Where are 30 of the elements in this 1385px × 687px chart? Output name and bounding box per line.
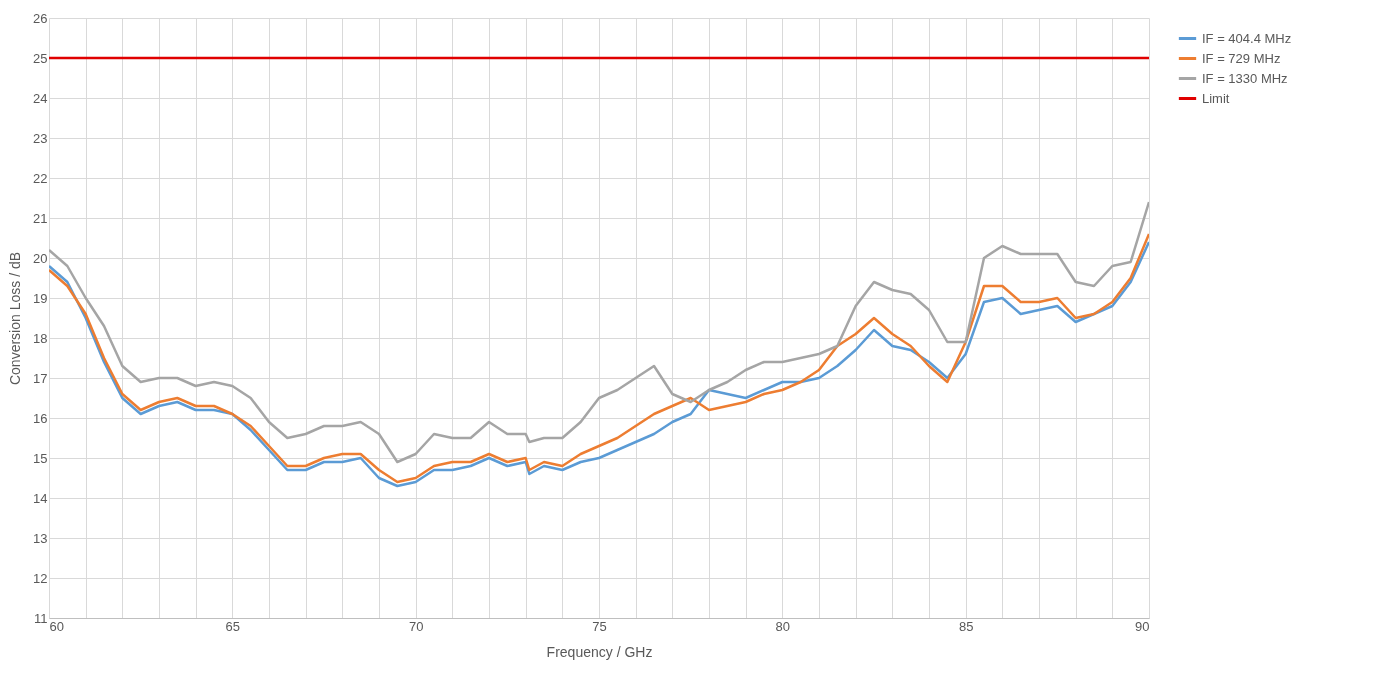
line-series bbox=[49, 200, 1149, 464]
x-tick-label: 85 bbox=[958, 618, 974, 634]
x-axis-title: Frequency / GHz bbox=[546, 643, 653, 660]
y-tick-label: 14 bbox=[33, 490, 48, 506]
y-tick-label: 22 bbox=[33, 170, 48, 186]
y-tick-label: 11 bbox=[34, 610, 48, 626]
x-tick-label: 90 bbox=[1135, 618, 1150, 634]
y-tick-label: 12 bbox=[33, 570, 48, 586]
y-axis-title: Conversion Loss / dB bbox=[7, 251, 24, 386]
y-tick-label: 26 bbox=[33, 10, 48, 26]
legend-label: IF = 404.4 MHz bbox=[1202, 30, 1292, 46]
y-tick-label: 20 bbox=[33, 250, 48, 266]
legend-label: IF = 1330 MHz bbox=[1202, 70, 1288, 86]
y-tick-label: 24 bbox=[33, 90, 48, 106]
y-tick-label: 18 bbox=[33, 330, 48, 346]
y-tick-label: 19 bbox=[33, 290, 48, 306]
x-tick-label: 75 bbox=[592, 618, 607, 634]
y-tick-label: 16 bbox=[33, 410, 48, 426]
y-tick-label: 13 bbox=[33, 530, 48, 546]
y-tick-label: 21 bbox=[33, 210, 48, 226]
y-tick-label: 15 bbox=[33, 450, 48, 466]
y-tick-label: 17 bbox=[33, 370, 48, 386]
legend-label: IF = 729 MHz bbox=[1202, 50, 1281, 66]
x-tick-label: 70 bbox=[408, 618, 424, 634]
y-tick-label: 25 bbox=[33, 50, 48, 66]
x-tick-label: 60 bbox=[49, 618, 64, 634]
legend-label: Limit bbox=[1202, 90, 1230, 106]
x-tick-label: 80 bbox=[775, 618, 791, 634]
y-tick-label: 23 bbox=[33, 130, 48, 146]
x-tick-label: 65 bbox=[225, 618, 241, 634]
